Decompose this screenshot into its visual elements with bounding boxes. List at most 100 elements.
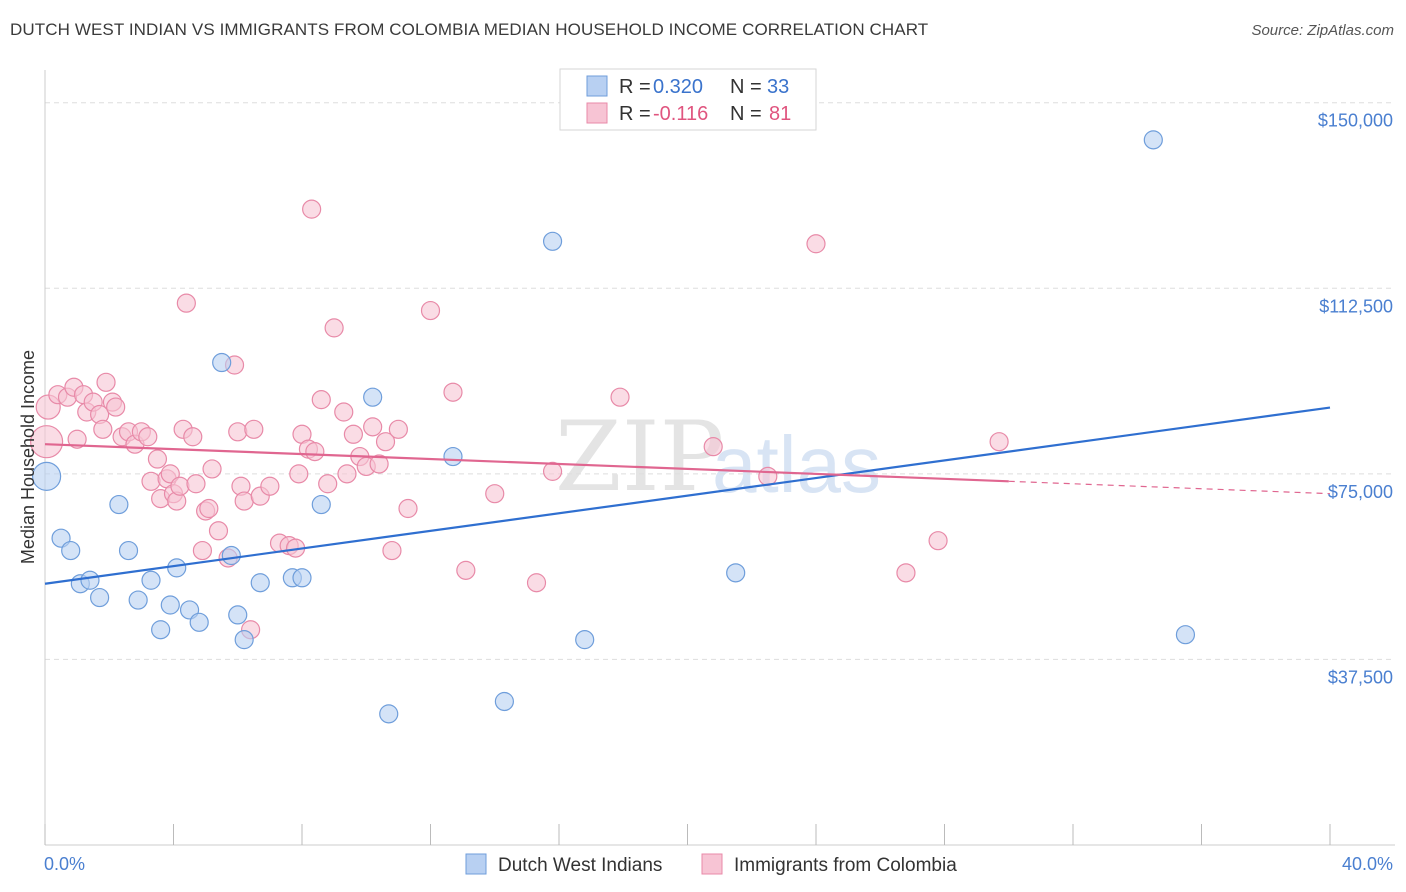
grid-lines: [45, 102, 1395, 660]
point-immigrants-colombia-52: [305, 442, 325, 462]
point-immigrants-colombia-62: [369, 454, 389, 474]
point-immigrants-colombia-11: [96, 372, 116, 392]
point-dutch-west-indians-5: [90, 587, 110, 608]
point-immigrants-colombia-48: [289, 464, 309, 484]
point-immigrants-colombia-20: [147, 449, 168, 469]
point-dutch-west-indians-22: [311, 494, 331, 515]
point-immigrants-colombia-67: [420, 300, 441, 321]
point-immigrants-colombia-57: [337, 464, 357, 484]
point-dutch-west-indians-10: [151, 620, 171, 640]
x-tick-label-1: 40.0%: [1342, 854, 1393, 874]
point-immigrants-colombia-78: [928, 531, 948, 551]
legend: R = 0.320 N = 33 R = -0.116 N = 81: [559, 68, 817, 131]
point-immigrants-colombia-29: [183, 427, 203, 447]
point-immigrants-colombia-31: [192, 540, 213, 561]
point-immigrants-colombia-72: [542, 461, 563, 481]
x-tick-label-0: 0.0%: [44, 854, 85, 874]
point-dutch-west-indians-31: [1175, 625, 1196, 645]
bottom-legend-label-pink: Immigrants from Colombia: [734, 855, 957, 876]
point-dutch-west-indians-24: [379, 704, 399, 724]
y-axis-label: Median Household Income: [18, 350, 38, 564]
point-immigrants-colombia-19: [141, 471, 161, 491]
point-immigrants-colombia-30: [186, 474, 206, 494]
point-immigrants-colombia-75: [758, 466, 778, 486]
trend-line-immigrants-colombia: [44, 443, 1009, 483]
point-dutch-west-indians-16: [221, 545, 241, 566]
legend-r-value-1: 0.320: [653, 76, 703, 98]
point-dutch-west-indians-12: [167, 558, 187, 578]
y-tick-label-2: $112,500: [1319, 296, 1393, 316]
point-immigrants-colombia-33: [199, 498, 219, 519]
point-immigrants-colombia-70: [485, 484, 505, 504]
point-immigrants-colombia-65: [388, 419, 408, 439]
point-immigrants-colombia-68: [443, 382, 463, 402]
point-immigrants-colombia-64: [382, 540, 402, 561]
point-immigrants-colombia-55: [324, 318, 344, 338]
point-dutch-west-indians-7: [118, 540, 139, 561]
legend-r-label-2: R =: [619, 103, 651, 125]
point-immigrants-colombia-44: [260, 476, 280, 496]
y-tick-label-1: $75,000: [1328, 482, 1393, 502]
point-immigrants-colombia-18: [138, 427, 158, 447]
point-dutch-west-indians-28: [575, 630, 595, 650]
legend-r-label-1: R =: [619, 76, 651, 98]
bottom-legend-swatch-pink: [701, 853, 723, 875]
source-label: Source: ZipAtlas.com: [1251, 22, 1394, 39]
x-tick-labels: 0.0% 40.0%: [44, 854, 1393, 874]
legend-swatch-blue: [586, 75, 608, 97]
legend-n-label-1: N =: [730, 76, 762, 98]
point-dutch-west-indians-9: [141, 570, 161, 590]
point-dutch-west-indians-11: [160, 595, 180, 615]
point-dutch-west-indians-21: [292, 568, 312, 588]
point-dutch-west-indians-8: [128, 590, 148, 610]
point-dutch-west-indians-2: [61, 540, 81, 561]
bottom-legend-swatch-blue: [465, 853, 487, 875]
point-dutch-west-indians-27: [542, 231, 563, 251]
watermark: ZIP atlas: [555, 401, 881, 513]
y-tick-labels: $37,500 $75,000 $112,500 $150,000: [1318, 111, 1393, 688]
point-immigrants-colombia-35: [208, 521, 229, 541]
point-dutch-west-indians-0: [32, 461, 62, 491]
point-immigrants-colombia-58: [343, 424, 363, 444]
watermark-atlas: atlas: [712, 420, 881, 509]
legend-n-value-2: 81: [769, 103, 791, 125]
point-immigrants-colombia-74: [703, 437, 723, 457]
point-dutch-west-indians-29: [726, 563, 746, 583]
point-dutch-west-indians-26: [494, 691, 514, 712]
point-dutch-west-indians-18: [234, 630, 254, 650]
legend-r-value-2: -0.116: [653, 103, 708, 125]
point-immigrants-colombia-63: [375, 432, 396, 452]
legend-n-value-1: 33: [767, 76, 789, 98]
point-immigrants-colombia-56: [334, 402, 354, 422]
point-immigrants-colombia-34: [202, 459, 222, 479]
bottom-legend-label-blue: Dutch West Indians: [498, 855, 662, 876]
point-dutch-west-indians-15: [212, 352, 232, 373]
point-dutch-west-indians-23: [363, 387, 383, 407]
point-immigrants-colombia-77: [896, 563, 916, 583]
point-dutch-west-indians-14: [189, 612, 209, 632]
point-dutch-west-indians-30: [1143, 130, 1163, 150]
point-immigrants-colombia-66: [398, 498, 418, 519]
point-immigrants-colombia-0: [30, 425, 64, 459]
point-immigrants-colombia-5: [67, 429, 87, 449]
point-dutch-west-indians-17: [228, 605, 248, 625]
trend-lines: [44, 406, 1331, 585]
point-immigrants-colombia-61: [363, 417, 383, 437]
point-immigrants-colombia-79: [989, 432, 1009, 452]
point-immigrants-colombia-54: [318, 474, 338, 494]
chart-title: DUTCH WEST INDIAN VS IMMIGRANTS FROM COL…: [10, 20, 929, 39]
point-immigrants-colombia-38: [228, 422, 248, 442]
point-immigrants-colombia-40: [234, 491, 254, 511]
point-immigrants-colombia-51: [302, 199, 322, 219]
point-immigrants-colombia-71: [526, 573, 547, 593]
point-immigrants-colombia-69: [456, 560, 476, 580]
point-immigrants-colombia-42: [244, 419, 264, 439]
trend-line-dutch-west-indians: [44, 406, 1331, 585]
point-immigrants-colombia-13: [106, 397, 126, 417]
point-dutch-west-indians-25: [443, 446, 463, 467]
point-immigrants-colombia-26: [170, 476, 190, 496]
legend-n-label-2: N =: [730, 103, 762, 125]
point-immigrants-colombia-73: [610, 387, 630, 407]
bottom-legend: Dutch West Indians Immigrants from Colom…: [465, 853, 957, 876]
